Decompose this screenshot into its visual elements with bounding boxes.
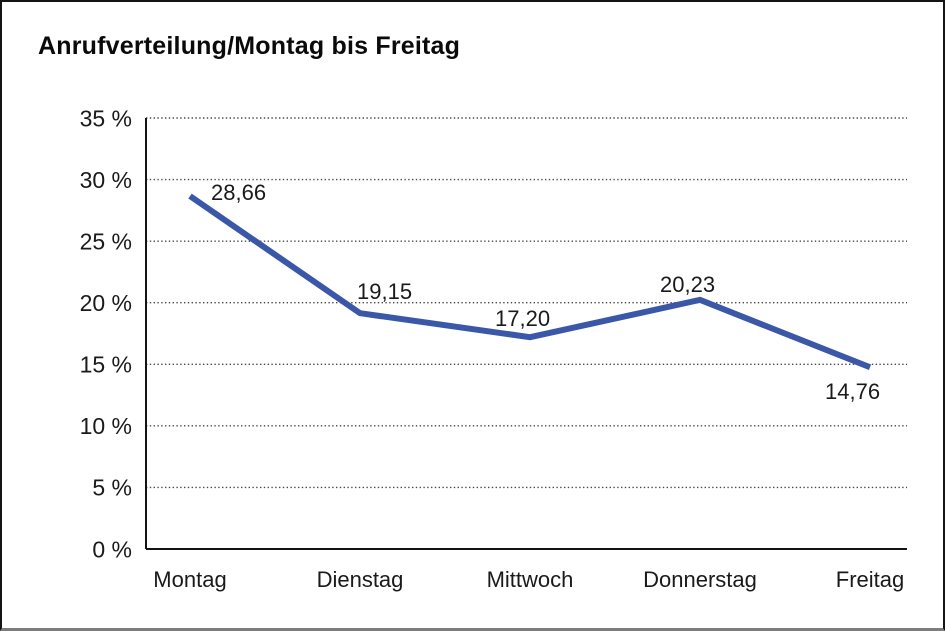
- x-category-label: Freitag: [836, 567, 904, 592]
- y-tick-label: 15 %: [80, 352, 132, 378]
- data-point-label: 17,20: [495, 306, 550, 331]
- data-point-label: 19,15: [357, 279, 412, 304]
- y-tick-label: 10 %: [80, 413, 132, 439]
- x-category-label: Donnerstag: [643, 567, 757, 592]
- y-tick-label: 0 %: [92, 536, 132, 562]
- x-category-label: Dienstag: [317, 567, 404, 592]
- chart-title: Anrufverteilung/Montag bis Freitag: [38, 32, 461, 60]
- data-series-line: [188, 193, 872, 371]
- y-tick-label: 30 %: [80, 167, 132, 193]
- x-category-label: Mittwoch: [487, 567, 574, 592]
- y-tick-label: 20 %: [80, 290, 132, 316]
- y-tick-label: 35 %: [80, 105, 132, 131]
- x-category-label: Montag: [153, 567, 226, 592]
- y-tick-label: 25 %: [80, 228, 132, 254]
- data-point-label: 14,76: [825, 379, 880, 404]
- data-point-label: 20,23: [660, 272, 715, 297]
- y-tick-label: 5 %: [92, 475, 132, 501]
- data-point-label: 28,66: [211, 180, 266, 205]
